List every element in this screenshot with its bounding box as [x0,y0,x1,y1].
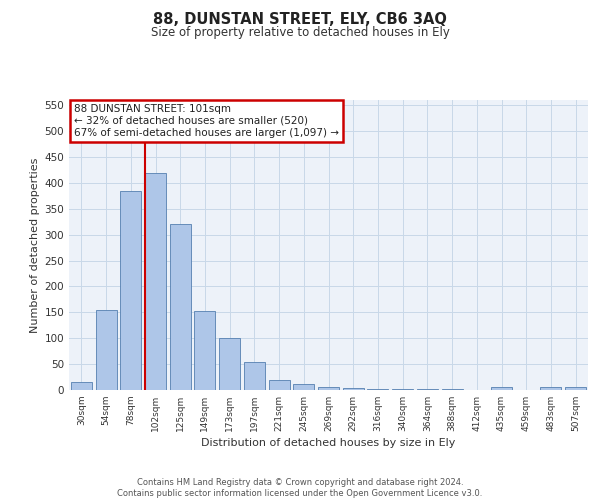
Bar [318,388,339,390]
X-axis label: Distribution of detached houses by size in Ely: Distribution of detached houses by size … [202,438,455,448]
Text: Size of property relative to detached houses in Ely: Size of property relative to detached ho… [151,26,449,39]
Bar [95,310,116,390]
Bar [145,172,166,390]
Bar [541,388,562,390]
Text: Contains HM Land Registry data © Crown copyright and database right 2024.
Contai: Contains HM Land Registry data © Crown c… [118,478,482,498]
Bar [293,384,314,390]
Bar [170,224,191,390]
Bar [120,190,141,390]
Bar [244,362,265,390]
Text: 88 DUNSTAN STREET: 101sqm
← 32% of detached houses are smaller (520)
67% of semi: 88 DUNSTAN STREET: 101sqm ← 32% of detac… [74,104,339,138]
Bar [219,338,240,390]
Bar [71,382,92,390]
Bar [491,388,512,390]
Bar [269,380,290,390]
Bar [343,388,364,390]
Text: 88, DUNSTAN STREET, ELY, CB6 3AQ: 88, DUNSTAN STREET, ELY, CB6 3AQ [153,12,447,28]
Bar [367,389,388,390]
Bar [194,312,215,390]
Bar [565,388,586,390]
Y-axis label: Number of detached properties: Number of detached properties [30,158,40,332]
